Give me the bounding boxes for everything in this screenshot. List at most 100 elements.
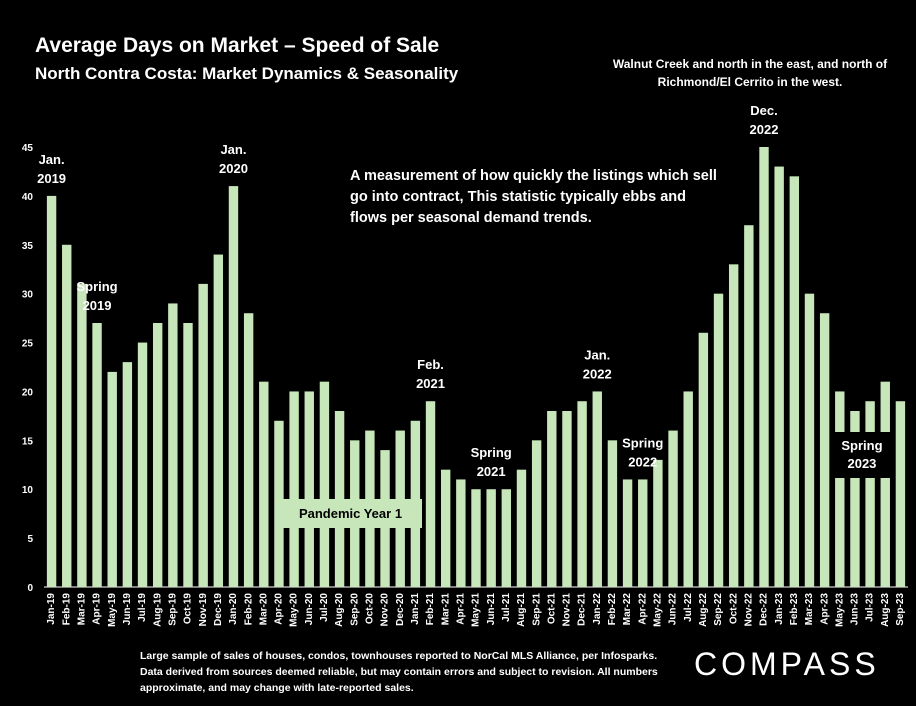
x-tick-label: Apr-20 <box>274 593 285 625</box>
bar-Apr-22 <box>638 479 648 587</box>
y-tick-label: 40 <box>22 192 34 203</box>
x-tick-label: Jul-21 <box>501 593 512 622</box>
annotation-label: 2022 <box>750 122 779 137</box>
bar-Jan-20 <box>228 186 239 587</box>
bar-Jun-20 <box>304 391 314 587</box>
annotation-label: 2020 <box>219 161 248 176</box>
x-tick-label: Aug-20 <box>334 593 345 627</box>
bar-Mar-19 <box>77 283 87 587</box>
x-tick-label: Oct-20 <box>365 593 376 625</box>
annotation-label: Spring <box>841 438 882 453</box>
bar-Apr-23 <box>819 313 830 587</box>
bar-May-19 <box>107 371 117 587</box>
x-tick-label: Aug-23 <box>880 593 891 627</box>
x-tick-label: Aug-22 <box>698 593 709 627</box>
bar-Jul-20 <box>319 381 330 587</box>
chart-subtitle: North Contra Costa: Market Dynamics & Se… <box>35 64 459 83</box>
compass-logo: COMPASS <box>694 646 880 682</box>
annotation-label: Jan. <box>39 152 65 167</box>
x-tick-label: Dec-19 <box>213 593 224 626</box>
bar-Feb-19 <box>62 244 72 587</box>
bar-Feb-22 <box>607 440 618 587</box>
annotation-label: 2021 <box>416 376 445 391</box>
y-tick-label: 35 <box>22 241 34 252</box>
y-tick-label: 25 <box>22 339 34 350</box>
x-tick-label: Jun-23 <box>850 593 861 626</box>
x-tick-label: Jan-22 <box>592 593 603 625</box>
x-tick-label: Jul-19 <box>137 593 148 622</box>
bar-Jun-21 <box>486 489 496 587</box>
x-tick-label: Sep-19 <box>167 593 178 626</box>
x-tick-label: Nov-19 <box>198 593 209 627</box>
y-tick-label: 10 <box>22 485 34 496</box>
x-tick-labels: Jan-19 Feb-19 Mar-19 Apr-19 May-19 Jun-19 Jul-… <box>46 593 906 627</box>
bar-Feb-23 <box>789 176 800 588</box>
bar-Sep-23 <box>895 401 906 587</box>
x-tick-label: Apr-23 <box>819 593 830 625</box>
bar-May-20 <box>289 391 299 587</box>
x-tick-label: Jul-23 <box>865 593 876 622</box>
y-tick-label: 30 <box>22 290 34 301</box>
bar-May-22 <box>653 459 663 587</box>
annotation-label: Spring <box>622 435 663 450</box>
x-tick-label: May-19 <box>107 593 118 627</box>
x-tick-label: Feb-21 <box>425 593 436 626</box>
bar-Sep-21 <box>531 440 542 587</box>
y-tick-label: 45 <box>22 143 34 154</box>
x-tick-label: Nov-20 <box>380 593 391 627</box>
y-tick-label: 20 <box>22 387 34 398</box>
x-tick-label: Jun-22 <box>668 593 679 626</box>
bar-Mar-22 <box>622 479 633 587</box>
source-footnote: Large sample of sales of houses, condos,… <box>140 650 658 694</box>
x-tick-label: Mar-21 <box>440 593 451 626</box>
x-tick-label: Sep-23 <box>895 593 906 626</box>
bar-May-21 <box>471 489 481 587</box>
x-tick-label: May-22 <box>653 593 664 627</box>
chart-title: Average Days on Market – Speed of Sale <box>35 34 440 57</box>
bar-Aug-21 <box>516 469 527 587</box>
x-tick-label: Feb-22 <box>607 593 618 626</box>
bar-Aug-19 <box>152 323 163 587</box>
bar-May-23 <box>835 391 845 587</box>
bar-Apr-19 <box>92 323 102 587</box>
bar-Oct-21 <box>547 411 557 587</box>
annotation-label: 2022 <box>628 454 657 469</box>
bar-Dec-19 <box>213 254 224 588</box>
x-tick-label: Jan-23 <box>774 593 785 625</box>
bar-Aug-23 <box>880 381 890 587</box>
bar-Jan-23 <box>774 166 784 588</box>
bar-Dec-22 <box>759 147 769 587</box>
region-note: Walnut Creek and north in the east, and … <box>612 57 888 89</box>
bar-Jul-22 <box>683 391 693 587</box>
x-tick-label: Mar-23 <box>804 593 815 626</box>
x-tick-label: Oct-22 <box>728 593 739 625</box>
bar-Jun-22 <box>668 430 678 587</box>
bar-Oct-22 <box>728 264 739 587</box>
x-tick-label: Feb-20 <box>243 593 254 626</box>
annotation-box <box>279 499 422 528</box>
x-tick-label: Jan-20 <box>228 593 239 625</box>
x-tick-label: Jun-19 <box>122 593 133 626</box>
x-tick-label: Nov-22 <box>743 593 754 627</box>
x-tick-label: Jul-22 <box>683 593 694 622</box>
bar-Apr-21 <box>456 479 466 587</box>
x-tick-label: May-20 <box>289 593 300 627</box>
annotation-label: 2022 <box>583 366 612 381</box>
bar-Sep-19 <box>168 303 178 587</box>
bar-Apr-20 <box>274 420 284 587</box>
bar-Mar-20 <box>259 381 269 587</box>
bar-Feb-20 <box>243 313 254 587</box>
bar-Jan-19 <box>46 195 57 587</box>
bar-Jul-23 <box>865 401 875 587</box>
annotation-label: Jan. <box>220 142 246 157</box>
y-tick-label: 15 <box>22 436 34 447</box>
bar-Mar-21 <box>440 469 451 587</box>
chart-description: A measurement of how quickly the listing… <box>350 168 717 226</box>
annotation-label: Pandemic Year 1 <box>299 506 402 521</box>
x-tick-label: Aug-19 <box>152 593 163 627</box>
x-tick-label: Jul-20 <box>319 593 330 622</box>
annotation-label: Dec. <box>750 103 777 118</box>
x-tick-label: Mar-19 <box>77 593 88 626</box>
x-tick-label: Oct-21 <box>546 593 557 625</box>
bar-Jul-19 <box>137 342 148 587</box>
